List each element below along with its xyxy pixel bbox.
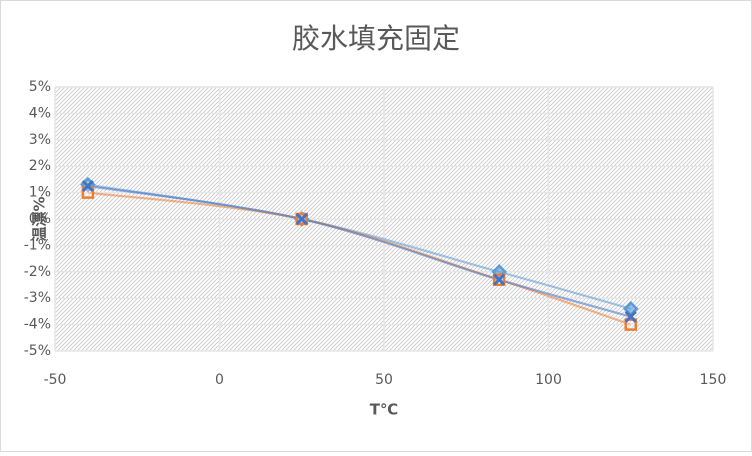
y-tick-label: 1% [29,185,51,201]
x-tick-label: 150 [700,372,727,388]
y-axis-label: 温漂% [31,196,49,241]
marker [624,318,637,331]
x-tick-label: -50 [44,372,67,388]
series-line [87,184,632,318]
x-tick-label: 100 [535,372,562,388]
y-tick-label: -3% [24,290,51,306]
x-tick-label: 0 [215,372,224,388]
y-tick-label: 2% [29,158,51,174]
y-tick-label: -2% [24,264,51,280]
marker [624,310,637,323]
marker [493,273,506,286]
marker [81,179,94,193]
marker [295,212,308,226]
y-tick-label: 0% [29,211,51,227]
chart-title: 胶水填充固定 [292,22,460,55]
y-tick-label: 3% [29,132,51,148]
x-axis-label: T℃ [370,401,398,419]
y-tick-label: -5% [24,343,51,359]
y-tick-label: 5% [29,79,51,95]
y-tick-label: -1% [24,237,51,253]
y-tick-label: -4% [24,317,51,333]
x-tick-label: 50 [375,372,393,388]
y-tick-label: 4% [29,105,51,121]
